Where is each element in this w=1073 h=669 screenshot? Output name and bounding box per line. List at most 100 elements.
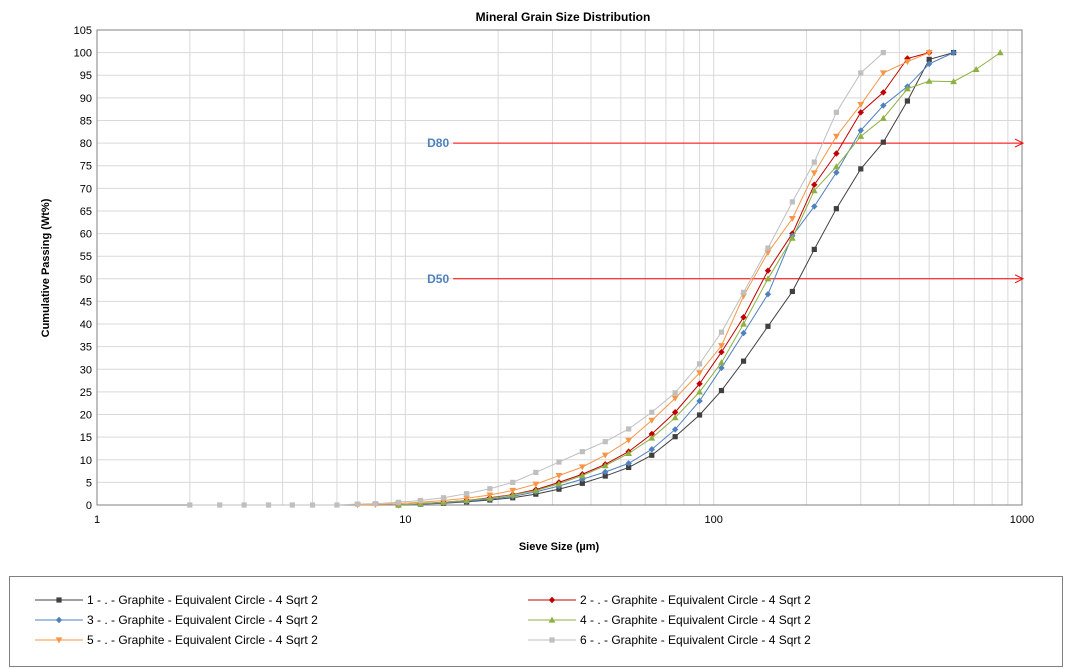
series-6-point <box>241 502 247 508</box>
y-tick-label: 20 <box>80 410 92 422</box>
series-4-point <box>625 450 633 457</box>
legend-item-3: 3 - . - Graphite - Equivalent Circle - 4… <box>33 612 318 628</box>
series-6-point <box>265 502 272 508</box>
series-6-point <box>289 502 295 508</box>
series-1-point <box>649 452 655 458</box>
series-6-point <box>740 289 747 295</box>
y-tick-label: 95 <box>80 70 92 82</box>
y-tick-label: 35 <box>80 342 92 354</box>
legend-label-4: 4 - . - Graphite - Equivalent Circle - 4… <box>580 613 811 627</box>
series-4-point <box>857 132 865 139</box>
series-6-point <box>880 50 886 56</box>
series-1-point <box>740 358 747 364</box>
series-4-point <box>696 388 703 395</box>
series-2-point <box>764 267 772 274</box>
series-4-point <box>879 114 887 121</box>
y-tick-label: 40 <box>80 319 92 331</box>
legend-item-1: 1 - . - Graphite - Equivalent Circle - 4… <box>33 592 318 608</box>
series-3-point <box>950 49 957 56</box>
series-6-point <box>649 409 655 415</box>
series-2-point <box>648 430 655 438</box>
series-6-point <box>718 329 725 335</box>
series-6-point <box>487 486 493 492</box>
legend-swatch-4 <box>528 616 576 623</box>
series-6-point <box>395 499 402 505</box>
legend-swatch-6 <box>528 637 576 643</box>
legend-label-1: 1 - . - Graphite - Equivalent Circle - 4… <box>87 593 318 607</box>
series-4-point <box>532 487 540 494</box>
series-1-point <box>718 387 725 394</box>
series-3-point <box>833 169 840 176</box>
x-tick-label: 100 <box>704 514 722 526</box>
series-3-point <box>857 127 864 134</box>
y-tick-label: 90 <box>80 93 92 105</box>
series-3-point <box>696 397 703 405</box>
legend-item-4: 4 - . - Graphite - Equivalent Circle - 4… <box>526 612 811 628</box>
series-6-point <box>463 491 470 497</box>
series-3-point <box>718 364 725 372</box>
y-tick-label: 50 <box>80 274 92 286</box>
series-4-point <box>548 616 556 623</box>
y-tick-label: 70 <box>80 183 92 195</box>
plot-area-border <box>96 29 1023 506</box>
legend-label-6: 6 - . - Graphite - Equivalent Circle - 4… <box>580 633 811 647</box>
series-1-point <box>696 412 703 418</box>
legend: 1 - . - Graphite - Equivalent Circle - 4… <box>9 576 1063 667</box>
ref-line-arrow <box>1014 274 1025 284</box>
series-6-point <box>309 502 316 508</box>
series-5-point <box>463 495 470 502</box>
series-6-point <box>533 469 539 476</box>
y-tick-label: 25 <box>80 387 92 399</box>
x-axis-label: Sieve Size (µm) <box>519 541 600 553</box>
series-4-point <box>555 480 563 487</box>
series-5-point <box>625 437 633 444</box>
series-5-point <box>718 343 725 350</box>
series-4-point <box>904 85 911 92</box>
legend-label-2: 2 - . - Graphite - Equivalent Circle - 4… <box>580 593 811 607</box>
x-axis-ticks: 1 10 100 1000 <box>94 514 1034 526</box>
series-6-point <box>833 109 839 115</box>
y-tick-label: 10 <box>80 455 92 467</box>
series-1-point <box>858 166 864 172</box>
series-5-point <box>648 417 656 424</box>
y-tick-label: 55 <box>80 251 92 263</box>
series-6-point <box>417 497 424 504</box>
legend-label-3: 3 - . - Graphite - Equivalent Circle - 4… <box>87 613 318 627</box>
series-2-point <box>811 181 818 188</box>
series-4-point <box>764 275 772 282</box>
series-3-point <box>811 203 818 210</box>
series-5-point <box>55 637 63 644</box>
series-2-point <box>740 314 747 321</box>
series-3-point <box>740 329 747 337</box>
data-series <box>187 49 1004 509</box>
series-1-point <box>765 323 771 329</box>
legend-label-5: 5 - . - Graphite - Equivalent Circle - 4… <box>87 633 318 647</box>
series-6-point <box>858 70 864 76</box>
y-tick-label: 85 <box>80 115 92 127</box>
series-5-point <box>671 395 679 402</box>
y-tick-label: 30 <box>80 364 92 376</box>
series-5-point <box>857 102 865 109</box>
y-tick-label: 75 <box>80 161 92 173</box>
series-6-point <box>510 479 516 485</box>
series-4-point <box>718 359 725 366</box>
series-2-point <box>718 348 725 356</box>
series-3-point <box>880 102 887 109</box>
y-tick-label: 15 <box>80 432 92 444</box>
legend-item-6: 6 - . - Graphite - Equivalent Circle - 4… <box>526 632 811 648</box>
y-tick-label: 0 <box>86 500 92 512</box>
series-6 <box>187 50 886 508</box>
series-3-point <box>764 290 772 298</box>
grain-size-chart: Mineral Grain Size Distribution 0 5 10 15 20… <box>40 10 1034 553</box>
series-6-point <box>556 459 562 465</box>
series-5-point <box>486 492 494 499</box>
legend-swatch-3 <box>35 616 83 624</box>
series-1-point <box>56 597 62 603</box>
series-6-point <box>354 501 361 507</box>
series-1-point <box>926 56 932 63</box>
series-4-point <box>810 187 818 194</box>
series-2-point <box>696 380 703 387</box>
series-6-point <box>217 502 223 508</box>
series-6-point <box>765 245 771 251</box>
series-5-point <box>578 464 586 471</box>
